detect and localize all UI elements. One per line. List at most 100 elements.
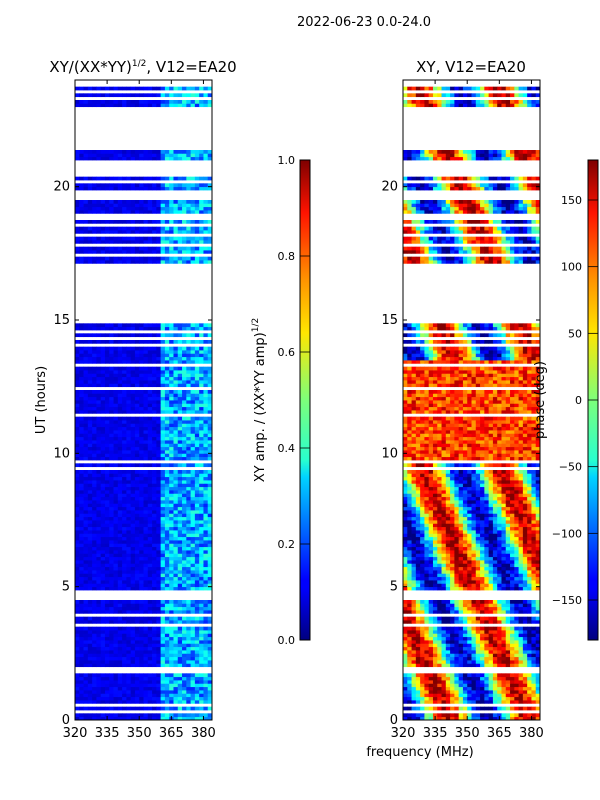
amplitude-heatmap-cell — [156, 526, 162, 531]
amplitude-heatmap-cell — [96, 673, 102, 678]
amplitude-heatmap-cell — [83, 456, 89, 461]
amplitude-heatmap-cell — [182, 586, 187, 591]
amplitude-heatmap-cell — [160, 153, 166, 158]
amplitude-heatmap-cell — [207, 426, 212, 431]
amplitude-heatmap-cell — [117, 506, 123, 511]
amplitude-heatmap-cell — [199, 183, 204, 188]
amplitude-heatmap-cell — [152, 483, 157, 488]
amplitude-heatmap-cell — [177, 256, 183, 261]
amplitude-heatmap-cell — [199, 543, 204, 548]
amplitude-heatmap-cell — [139, 683, 144, 688]
amplitude-heatmap-cell — [117, 526, 123, 531]
amplitude-heatmap-cell — [169, 450, 174, 454]
amplitude-heatmap-cell — [126, 206, 132, 211]
phase-heatmap-cell — [441, 640, 447, 644]
amplitude-heatmap-cell — [143, 353, 149, 358]
phase-heatmap-cell — [535, 656, 540, 661]
amplitude-heatmap-cell — [164, 103, 170, 108]
amplitude-heatmap-cell — [92, 606, 97, 611]
phase-heatmap-cell — [497, 680, 502, 684]
amplitude-heatmap-cell — [164, 470, 170, 474]
amplitude-heatmap-cell — [79, 346, 84, 351]
amplitude-heatmap-cell — [87, 356, 93, 361]
amplitude-heatmap-cell — [194, 636, 200, 641]
amplitude-heatmap-cell — [117, 443, 123, 448]
amplitude-heatmap-cell — [122, 366, 127, 371]
phase-heatmap-cell — [428, 640, 434, 644]
amplitude-heatmap-cell — [194, 663, 200, 668]
phase-heatmap-cell — [445, 706, 451, 711]
amplitude-heatmap-cell — [134, 650, 140, 654]
amplitude-heatmap-cell — [203, 400, 209, 404]
amplitude-heatmap-cell — [164, 240, 170, 244]
phase-heatmap-cell — [441, 653, 447, 658]
amplitude-heatmap-cell — [122, 516, 127, 521]
amplitude-heatmap-cell — [113, 640, 119, 644]
amplitude-heatmap-cell — [109, 673, 114, 678]
amplitude-heatmap-cell — [156, 580, 162, 584]
amplitude-heatmap-cell — [203, 430, 209, 434]
amplitude-heatmap-cell — [92, 540, 97, 544]
amplitude-heatmap-cell — [186, 150, 191, 154]
phase-heatmap-cell — [510, 660, 515, 664]
amplitude-heatmap-cell — [109, 476, 114, 481]
amplitude-heatmap-cell — [143, 573, 149, 578]
amplitude-heatmap-cell — [182, 663, 187, 668]
amplitude-heatmap-cell — [160, 500, 166, 504]
amplitude-heatmap-cell — [139, 520, 144, 524]
amplitude-heatmap-cell — [152, 423, 157, 428]
amplitude-heatmap-cell — [199, 420, 204, 424]
amplitude-heatmap-cell — [134, 346, 140, 351]
amplitude-heatmap-cell — [126, 156, 132, 161]
amplitude-heatmap-cell — [164, 100, 170, 104]
amplitude-heatmap-cell — [126, 446, 132, 451]
phase-heatmap-cell — [432, 620, 438, 624]
amplitude-heatmap-cell — [152, 260, 157, 264]
amplitude-heatmap-cell — [134, 616, 140, 621]
amplitude-heatmap-cell — [109, 653, 114, 658]
amplitude-heatmap-cell — [207, 690, 212, 694]
amplitude-heatmap-cell — [186, 553, 191, 558]
amplitude-heatmap-cell — [117, 220, 123, 224]
phase-heatmap-cell — [497, 676, 502, 681]
amplitude-heatmap-cell — [164, 610, 170, 614]
amplitude-heatmap-cell — [117, 626, 123, 631]
amplitude-heatmap-cell — [207, 570, 212, 574]
amplitude-heatmap-cell — [100, 643, 106, 648]
amplitude-colorbar: 0.00.20.40.60.81.0 XY amp. / (XX*YY amp)… — [251, 154, 311, 647]
amplitude-heatmap-cell — [139, 573, 144, 578]
amplitude-heatmap-cell — [147, 586, 153, 591]
amplitude-heatmap-cell — [169, 326, 174, 331]
amplitude-heatmap-cell — [199, 696, 204, 701]
amplitude-heatmap-cell — [156, 636, 162, 641]
amplitude-heatmap-cell — [79, 600, 84, 604]
amplitude-heatmap-cell — [104, 586, 110, 591]
amplitude-heatmap-cell — [122, 443, 127, 448]
amplitude-heatmap-cell — [109, 503, 114, 508]
phase-heatmap-cell — [467, 716, 472, 720]
phase-heatmap-cell — [407, 713, 412, 718]
amplitude-heatmap-cell — [83, 576, 89, 581]
amplitude-heatmap-cell — [164, 483, 170, 488]
amplitude-heatmap-cell — [160, 553, 166, 558]
amplitude-heatmap-cell — [96, 526, 102, 531]
amplitude-heatmap-cell — [100, 396, 106, 401]
amplitude-heatmap-cell — [173, 566, 179, 571]
phase-heatmap-cell — [415, 650, 421, 654]
phase-heatmap-cell — [535, 640, 540, 644]
amplitude-heatmap-cell — [203, 650, 209, 654]
phase-heatmap-cell — [445, 620, 451, 624]
amplitude-heatmap-cell — [190, 453, 196, 458]
amplitude-heatmap-cell — [92, 380, 97, 384]
amplitude-heatmap-cell — [160, 323, 166, 328]
amplitude-heatmap-cell — [152, 640, 157, 644]
phase-heatmap-cell — [475, 633, 481, 638]
phase-heatmap-cell — [522, 606, 528, 611]
amplitude-heatmap-cell — [207, 583, 212, 588]
amplitude-heatmap-cell — [87, 400, 93, 404]
amplitude-heatmap-cell — [134, 583, 140, 588]
amplitude-heatmap-cell — [186, 606, 191, 611]
amplitude-heatmap-cell — [79, 506, 84, 511]
amplitude-heatmap-cell — [75, 380, 80, 384]
amplitude-heatmap-cell — [96, 556, 102, 561]
